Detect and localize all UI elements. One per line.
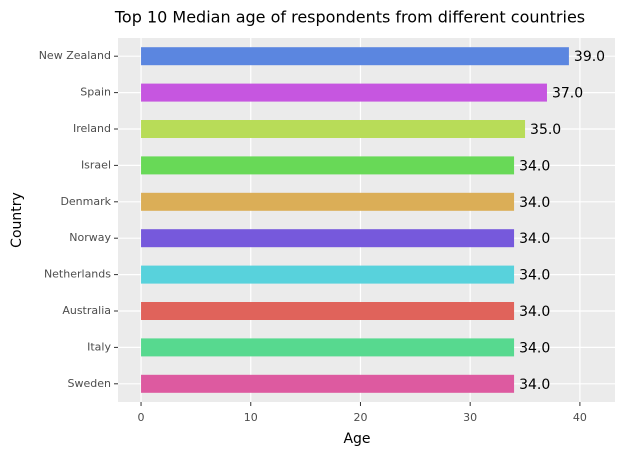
y-tick-label: Norway bbox=[69, 231, 111, 244]
x-tick-label: 40 bbox=[573, 411, 587, 424]
value-label: 34.0 bbox=[519, 304, 550, 320]
y-tick-label: Sweden bbox=[68, 377, 111, 390]
bar bbox=[141, 192, 515, 211]
value-label: 34.0 bbox=[519, 158, 550, 174]
value-label: 37.0 bbox=[552, 86, 583, 102]
chart-title: Top 10 Median age of respondents from di… bbox=[114, 8, 585, 27]
y-tick-label: Ireland bbox=[73, 122, 111, 135]
value-label: 39.0 bbox=[574, 49, 605, 65]
y-tick-label: Australia bbox=[62, 304, 111, 317]
x-axis-title: Age bbox=[343, 431, 370, 447]
bar bbox=[141, 83, 547, 102]
value-label: 34.0 bbox=[519, 377, 550, 393]
y-tick-label: Denmark bbox=[60, 195, 111, 208]
x-tick-label: 10 bbox=[244, 411, 258, 424]
y-tick-label: Israel bbox=[81, 158, 111, 171]
y-tick-label: Netherlands bbox=[44, 268, 111, 281]
y-tick-label: New Zealand bbox=[39, 49, 111, 62]
x-tick-label: 0 bbox=[138, 411, 145, 424]
y-tick-label: Italy bbox=[87, 340, 111, 353]
bar bbox=[141, 374, 515, 393]
value-label: 35.0 bbox=[530, 122, 561, 138]
bar bbox=[141, 302, 515, 320]
value-label: 34.0 bbox=[519, 195, 550, 211]
value-label: 34.0 bbox=[519, 340, 550, 356]
value-label: 34.0 bbox=[519, 231, 550, 247]
bar bbox=[141, 47, 569, 66]
y-tick-label: Spain bbox=[80, 86, 111, 99]
y-axis-title: Country bbox=[9, 192, 25, 248]
bar bbox=[141, 229, 515, 248]
bar bbox=[141, 120, 526, 138]
bar bbox=[141, 265, 515, 284]
x-tick-label: 20 bbox=[353, 411, 367, 424]
bar bbox=[141, 156, 515, 175]
value-label: 34.0 bbox=[519, 268, 550, 284]
x-tick-label: 30 bbox=[463, 411, 477, 424]
bar bbox=[141, 338, 515, 357]
